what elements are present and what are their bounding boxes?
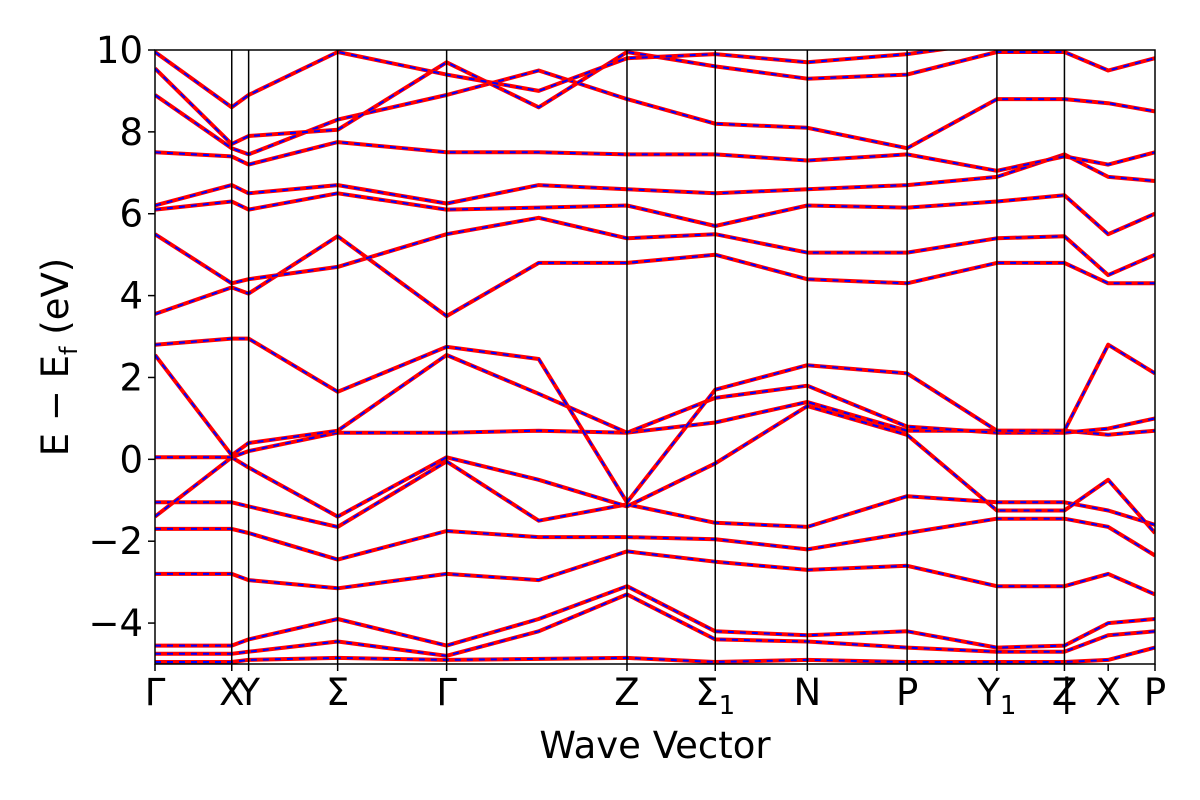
x-tick-label-1: X — [219, 671, 244, 714]
band-9-dashed-line — [155, 337, 1155, 505]
band-5-dashed-line — [155, 460, 1155, 528]
x-tick-label-2: Y — [236, 671, 260, 714]
band-15-solid-line — [155, 68, 1155, 157]
y-tick-label: 4 — [119, 275, 143, 318]
plot-frame — [154, 49, 1156, 665]
x-tick-label-0: Γ — [145, 671, 166, 714]
x-tick-label-5: Z — [614, 671, 639, 714]
kpoint-divider-lines — [230, 50, 1066, 664]
band-3-solid-line — [155, 549, 1155, 597]
band-17-dashed-line — [155, 50, 945, 109]
x-tick-label-3: Σ — [326, 671, 349, 714]
band-3-dashed-line — [155, 550, 1155, 596]
band-13-dashed-line — [155, 153, 1155, 207]
x-tick-label-10: Z — [1052, 671, 1077, 714]
y-axis-label-subscript: f — [55, 346, 83, 355]
x-tick-label-7: N — [793, 671, 821, 714]
band-16-solid-line — [155, 50, 1155, 147]
band-2-solid-line — [155, 584, 1155, 650]
band-14-solid-line — [155, 140, 1155, 173]
x-tick-label-11: | — [1061, 671, 1073, 714]
band-11-solid-line — [155, 215, 1155, 286]
band-14-dashed-line — [155, 141, 1155, 172]
x-tick-label-8: P — [896, 671, 918, 714]
x-tick-label-13: P — [1144, 671, 1166, 714]
x-tick-label-4: Γ — [436, 671, 457, 714]
y-tick-label: 8 — [119, 111, 143, 154]
band-10-solid-line — [155, 234, 1155, 319]
x-axis-ticks: Γ XY Σ Γ Z Σ1 N P Y1 Z| X P — [145, 664, 1166, 721]
band-10-dashed-line — [155, 234, 1155, 318]
y-axis-label-main: E − E — [34, 355, 77, 456]
band-12-solid-line — [155, 191, 1155, 237]
y-tick-label: 10 — [96, 29, 143, 72]
y-tick-label: −2 — [88, 520, 143, 563]
x-tick-label-9: Y1 — [976, 671, 1016, 721]
band-12-dashed-line — [155, 192, 1155, 236]
band-4-dashed-line — [155, 517, 1155, 561]
x-tick-label-12: X — [1096, 671, 1121, 714]
y-axis-label: E − Ef (eV) — [34, 258, 83, 456]
y-tick-label: 6 — [119, 193, 143, 236]
y-axis-label-unit-text: (eV) — [34, 258, 77, 335]
bands-layer — [155, 50, 1155, 664]
y-axis-label-unit: (eV) — [34, 258, 77, 347]
x-tick-label-6: Σ1 — [695, 671, 735, 721]
band-2-dashed-line — [155, 585, 1155, 649]
y-axis-ticks: −4 −2 0 2 4 6 8 10 — [88, 29, 155, 645]
band-7-dashed-line — [155, 400, 1155, 459]
y-tick-label: 2 — [119, 356, 143, 399]
y-tick-label: 0 — [119, 438, 143, 481]
band-1-dashed-line — [155, 593, 1155, 657]
y-tick-label: −4 — [88, 602, 143, 645]
band-6-dashed-line — [155, 405, 1155, 534]
x-axis-label: Wave Vector — [539, 724, 771, 767]
band-15-dashed-line — [155, 69, 1155, 156]
band-11-dashed-line — [155, 216, 1155, 285]
band-8-dashed-line — [155, 353, 1155, 457]
